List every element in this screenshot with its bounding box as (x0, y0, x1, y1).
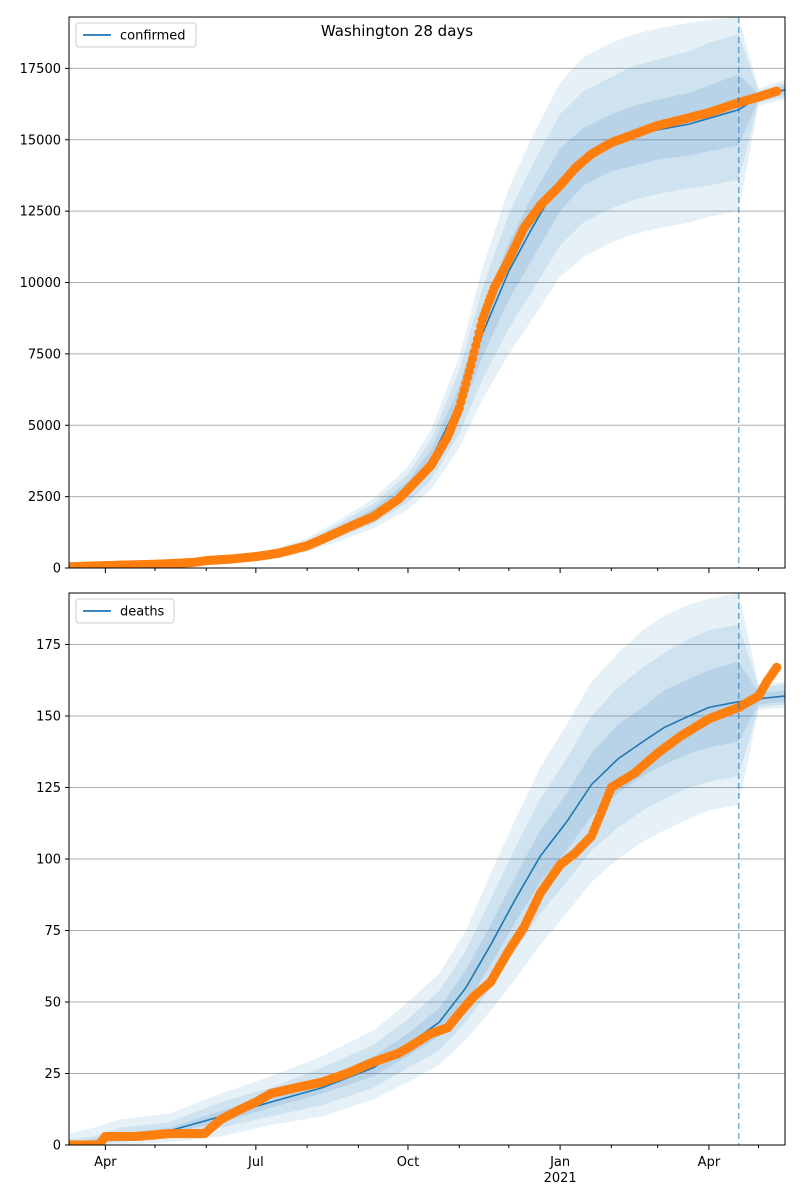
deaths-uncertainty-band-inner (69, 661, 785, 1145)
deaths-ytick-label: 0 (53, 1139, 61, 1154)
confirmed-ytick-label: 10000 (20, 276, 61, 291)
deaths-legend-label: deaths (120, 605, 165, 620)
confirmed-uncertainty-band-outer (69, 34, 785, 568)
confirmed-uncertainty-band-inner (69, 74, 785, 568)
confirmed-ytick-label: 12500 (20, 205, 61, 220)
deaths-observed-point (772, 662, 782, 672)
confirmed-plot-area (69, 17, 785, 568)
deaths-plot-area (69, 593, 785, 1145)
deaths-xtick-label: Apr (698, 1155, 721, 1170)
deaths-xtick-label: Jul (247, 1155, 264, 1170)
deaths-ytick-label: 125 (36, 781, 61, 796)
deaths-xtick-label: Oct (397, 1155, 419, 1170)
confirmed-ytick-label: 15000 (20, 133, 61, 148)
confirmed-uncertainty-band-outermost (69, 17, 785, 568)
deaths-uncertainty-band-outermost (69, 593, 785, 1145)
deaths-xtick-year-label: 2021 (544, 1171, 577, 1186)
deaths-axes-frame (68, 592, 786, 1146)
deaths-legend: deaths (75, 598, 175, 624)
deaths-ytick-label: 100 (36, 852, 61, 867)
confirmed-observed-points (69, 86, 782, 568)
confirmed-ytick-label: 0 (53, 562, 61, 577)
confirmed-legend-box (75, 22, 197, 48)
confirmed-observed-point (772, 86, 782, 96)
confirmed-ytick-label: 2500 (28, 490, 61, 505)
confirmed-panel: 0 2500 5000 7500 10000 12500 15000 17500 confirm… (20, 16, 786, 577)
deaths-ytick-label: 50 (44, 995, 61, 1010)
confirmed-ytick-label: 5000 (28, 419, 61, 434)
confirmed-axes-frame (68, 16, 786, 569)
confirmed-legend: confirmed (75, 22, 197, 48)
figure-title: Washington 28 days (321, 22, 473, 40)
confirmed-legend-label: confirmed (120, 29, 186, 44)
deaths-observed-points (69, 662, 782, 1145)
deaths-xtick-label: Jan (549, 1155, 570, 1170)
deaths-ytick-label: 150 (36, 709, 61, 724)
deaths-model-line (69, 695, 785, 1145)
confirmed-ytick-label: 17500 (20, 62, 61, 77)
deaths-ytick-label: 175 (36, 638, 61, 653)
deaths-ytick-label: 75 (44, 924, 61, 939)
deaths-uncertainty-band-outer (69, 624, 785, 1145)
deaths-xtick-label: Apr (94, 1155, 117, 1170)
confirmed-ytick-label: 7500 (28, 347, 61, 362)
deaths-ytick-label: 25 (44, 1067, 61, 1082)
deaths-legend-box (75, 598, 175, 624)
